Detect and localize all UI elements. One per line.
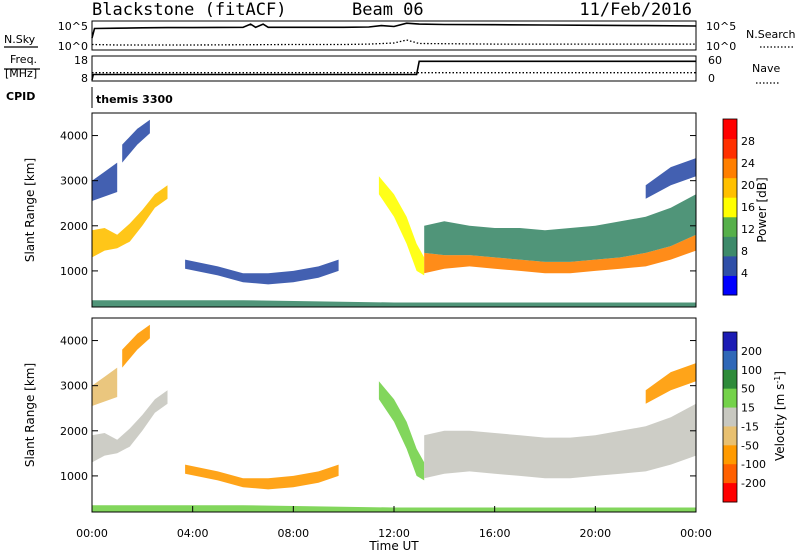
power-scatter-band-1 — [92, 162, 118, 201]
velocity-scatter-band-4 — [378, 381, 425, 481]
noise-tick-left-top: 10^5 — [58, 20, 88, 33]
power-scatter-band-0 — [92, 185, 168, 258]
velocity-scatter-band-1 — [92, 367, 118, 406]
power-colorbar-tick-3: 16 — [741, 201, 755, 214]
power-scatter-band-4 — [378, 176, 425, 276]
power-ytick-label-3: 4000 — [60, 130, 88, 143]
velocity-colorbar-tick-1: 100 — [741, 364, 762, 377]
velocity-colorbar-tick-6: -100 — [741, 458, 766, 471]
power-colorbar-tick-2: 12 — [741, 223, 755, 236]
power-ytick-label-0: 1000 — [60, 265, 88, 278]
velocity-scatter-band-5 — [424, 403, 696, 479]
power-colorbar-segment-2 — [723, 236, 737, 257]
freq-tick-top: 18 — [74, 54, 88, 67]
noise-tick-right-top: 10^5 — [706, 20, 736, 33]
time-xtick-label-5: 20:00 — [579, 527, 611, 540]
nsearch-label: N.Search — [746, 28, 796, 41]
velocity-colorbar-tick-7: -200 — [741, 477, 766, 490]
power-scatter-band-2 — [122, 119, 150, 163]
freq-tick-bottom: 8 — [81, 72, 88, 85]
noise-strip: N.Sky 10^5 10^0 10^5 10^0 N.Search — [4, 20, 796, 53]
velocity-colorbar-segment-1 — [723, 350, 737, 371]
velocity-colorbar-tick-4: -15 — [741, 420, 759, 433]
power-scatter-band-3 — [185, 259, 339, 285]
cpid-strip: CPID themis 3300 — [6, 87, 173, 108]
velocity-colorbar-segment-4 — [723, 407, 737, 427]
cpid-label: CPID — [6, 90, 35, 103]
velocity-scatter-band-6 — [645, 363, 696, 404]
time-xtick-label-4: 16:00 — [479, 527, 511, 540]
power-colorbar-segment-6 — [723, 158, 737, 179]
power-ytick-label-2: 3000 — [60, 175, 88, 188]
velocity-colorbar-segment-3 — [723, 388, 737, 409]
power-ylabel: Slant Range [km] — [23, 158, 37, 262]
power-scatter-band-6 — [424, 194, 696, 262]
velocity-colorbar-segment-0 — [723, 332, 737, 352]
noise-tick-left-bottom: 10^0 — [58, 40, 88, 53]
velocity-colorbar-tick-3: 15 — [741, 402, 755, 415]
nave-tick-bottom: 0 — [708, 72, 715, 85]
velocity-scatter-band-3 — [185, 464, 339, 490]
freq-label: Freq. — [10, 53, 37, 66]
velocity-colorbar-tick-2: 50 — [741, 383, 755, 396]
nsky-label: N.Sky — [4, 33, 36, 46]
date-title: 11/Feb/2016 — [579, 0, 692, 20]
time-xtick-label-0: 00:00 — [76, 527, 108, 540]
nsky-series-line — [91, 22, 697, 39]
velocity-scatter-band-0 — [92, 390, 168, 463]
time-xlabel: Time UT — [368, 539, 419, 553]
velocity-colorbar-label: Velocity [m s-1] — [773, 371, 788, 461]
frequency-strip: Freq. [MHz] 18 8 60 0 Nave — [4, 53, 780, 85]
velocity-ylabel: Slant Range [km] — [23, 363, 37, 467]
velocity-panel: 1000 2000 3000 4000 00:00 04:00 08:00 12:00 16:… — [23, 317, 712, 553]
power-colorbar-tick-4: 20 — [741, 179, 755, 192]
power-colorbar-segment-0 — [723, 275, 737, 296]
velocity-colorbar-segment-8 — [723, 483, 737, 503]
power-colorbar: 4 8 12 16 20 24 28 Power [dB] — [722, 118, 769, 296]
freq-series-line — [91, 60, 696, 81]
velocity-ytick-label-2: 3000 — [60, 380, 88, 393]
noise-tick-right-bottom: 10^0 — [706, 40, 736, 53]
nave-tick-top: 60 — [708, 54, 722, 67]
power-colorbar-segment-5 — [723, 177, 737, 198]
beam-title: Beam 06 — [352, 0, 424, 20]
velocity-ytick-label-3: 4000 — [60, 335, 88, 348]
power-colorbar-segment-7 — [723, 138, 737, 159]
power-colorbar-tick-5: 24 — [741, 157, 755, 170]
time-xtick-label-6: 00:00 — [680, 527, 712, 540]
velocity-colorbar-segment-7 — [723, 464, 737, 484]
power-colorbar-tick-0: 4 — [741, 267, 748, 280]
power-colorbar-tick-6: 28 — [741, 135, 755, 148]
velocity-colorbar-tick-5: -50 — [741, 439, 759, 452]
cpid-value: themis 3300 — [96, 93, 173, 106]
velocity-ytick-label-1: 2000 — [60, 425, 88, 438]
power-colorbar-label: Power [dB] — [755, 177, 769, 242]
velocity-colorbar-segment-2 — [723, 369, 737, 390]
nsearch-series-line — [91, 39, 696, 46]
time-xtick-label-1: 04:00 — [177, 527, 209, 540]
velocity-scatter-band-2 — [122, 324, 150, 368]
nave-label: Nave — [752, 62, 780, 75]
power-scatter-band-8 — [92, 300, 696, 307]
power-colorbar-tick-1: 8 — [741, 245, 748, 258]
power-colorbar-segment-1 — [723, 255, 737, 276]
power-colorbar-segment-8 — [723, 119, 737, 140]
velocity-colorbar: 200 100 50 15 -15 -50 -100 -200 Velocity [m s-1… — [722, 331, 788, 503]
time-xtick-label-3: 12:00 — [378, 527, 410, 540]
velocity-colorbar-tick-0: 200 — [741, 345, 762, 358]
freq-unit-label: [MHz] — [5, 67, 37, 80]
station-title: Blackstone (fitACF) — [92, 0, 286, 20]
velocity-colorbar-segment-5 — [723, 426, 737, 446]
power-colorbar-segment-4 — [723, 197, 737, 218]
power-panel: 1000 2000 3000 4000 Slant Range [km] — [23, 112, 697, 308]
power-ytick-label-1: 2000 — [60, 220, 88, 233]
power-scatter-band-7 — [645, 158, 696, 199]
velocity-ytick-label-0: 1000 — [60, 470, 88, 483]
power-scatter-band-5 — [424, 234, 696, 274]
power-colorbar-segment-3 — [723, 216, 737, 237]
velocity-colorbar-segment-6 — [723, 445, 737, 465]
time-xtick-label-2: 08:00 — [277, 527, 309, 540]
